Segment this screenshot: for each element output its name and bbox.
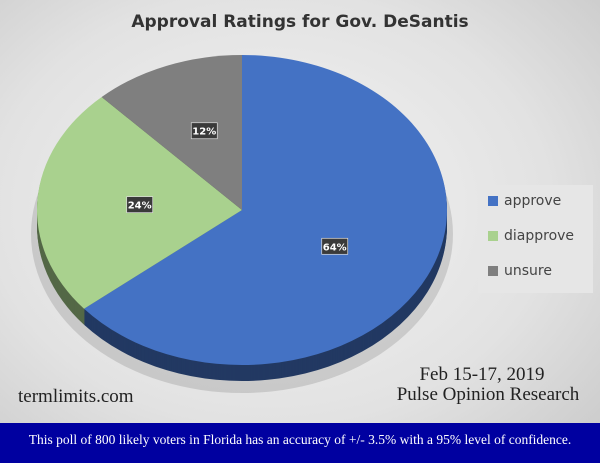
legend-swatch [488, 196, 498, 206]
legend-swatch [488, 231, 498, 241]
legend-label: approve [504, 193, 562, 209]
footer-banner [0, 423, 600, 463]
legend-item-diapprove: diapprove [488, 228, 574, 244]
data-label-approve: 64% [321, 237, 349, 255]
legend-label: unsure [504, 263, 552, 279]
data-label-unsure: 12% [190, 122, 218, 140]
data-label-diapprove: 24% [126, 196, 154, 213]
legend-swatch [488, 266, 498, 276]
label-text: 64% [323, 242, 347, 253]
chart-title: Approval Ratings for Gov. DeSantis [131, 12, 469, 32]
legend-item-approve: approve [488, 193, 561, 209]
pie-slice-unsure[interactable] [101, 55, 242, 210]
legend-item-unsure: unsure [488, 263, 552, 279]
label-box [126, 196, 154, 213]
legend-label: diapprove [504, 228, 575, 244]
site-label: termlimits.com [18, 386, 134, 407]
pie-slice-approve[interactable] [84, 55, 448, 365]
label-box [321, 237, 349, 255]
date-label: Feb 15-17, 2019 [419, 364, 545, 385]
footer-note: This poll of 800 likely voters in Florid… [28, 432, 572, 447]
source-label: Pulse Opinion Research [396, 384, 580, 405]
label-text: 12% [192, 127, 216, 138]
label-box [190, 122, 218, 140]
legend: approve diapprove unsure [478, 185, 593, 293]
label-text: 24% [128, 201, 152, 212]
